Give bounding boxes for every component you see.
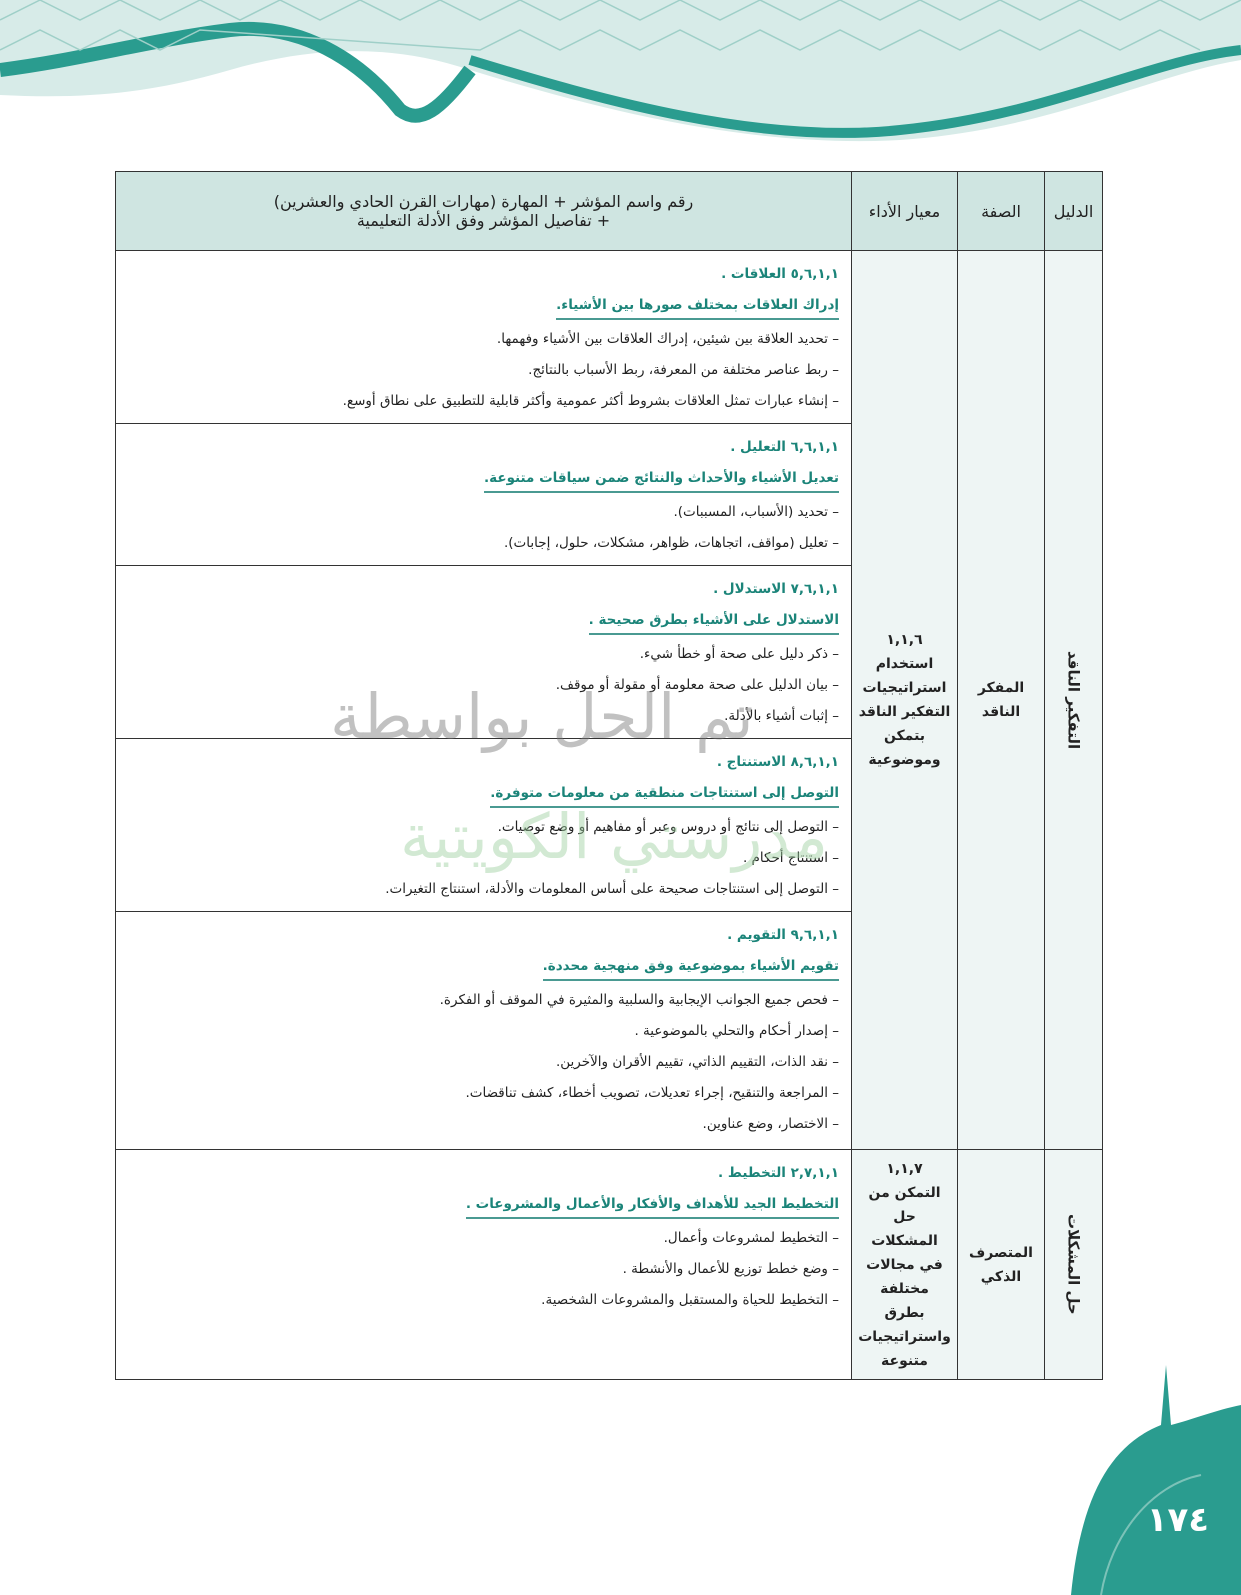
detail-item: – بيان الدليل على صحة معلومة أو مقولة أو… <box>555 677 839 693</box>
indicator-code: ٦,٦,١,١ التعليل . <box>730 439 839 455</box>
table-row: ٨,٦,١,١ الاستنتاج . التوصل إلى استنتاجات … <box>115 738 1103 912</box>
table-row: التفكير الناقد المفكر الناقد ١,١,٦ استخدا… <box>115 250 1103 1150</box>
indicator-code: ٩,٦,١,١ التقويم . <box>727 927 839 943</box>
detail-item: – تعليل (مواقف، اتجاهات، ظواهر، مشكلات، … <box>503 535 839 551</box>
guide-label: حل المشكلات <box>1064 1214 1083 1315</box>
skill-title: الاستدلال على الأشياء بطرق صحيحة . <box>588 607 839 635</box>
attribute-cell: المفكر الناقد <box>957 250 1045 1150</box>
section-cell: ٢,٧,١,١ التخطيط . التخطيط الجيد للأهداف و… <box>115 1149 852 1380</box>
skill-title: تقويم الأشياء بموضوعية وفق منهجية محددة. <box>542 953 839 981</box>
guide-cell: حل المشكلات <box>1044 1149 1103 1380</box>
standard-cell: ١,١,٧ التمكن من حل المشكلات في مجالات مخت… <box>851 1149 958 1380</box>
detail-item: – فحص جميع الجوانب الإيجابية والسلبية وا… <box>439 992 839 1008</box>
detail-item: – التوصل إلى نتائج أو دروس وعبر أو مفاهي… <box>497 819 839 835</box>
header-details: رقم واسم المؤشر + المهارة (مهارات القرن … <box>115 171 852 251</box>
standard-text: التمكن من حل المشكلات في مجالات مختلفة ب… <box>858 1184 951 1369</box>
attribute-cell: المتصرف الذكي <box>957 1149 1045 1380</box>
detail-item: – الاختصار، وضع عناوين. <box>702 1116 839 1132</box>
indicator-code: ٨,٦,١,١ الاستنتاج . <box>716 754 839 770</box>
detail-item: – إثبات أشياء بالأدلة. <box>724 708 839 724</box>
indicator-code: ٢,٧,١,١ التخطيط . <box>718 1165 839 1181</box>
detail-item: – تحديد (الأسباب، المسببات). <box>673 504 839 520</box>
detail-item: – ذكر دليل على صحة أو خطأ شيء. <box>639 646 839 662</box>
standard-code: ١,١,٧ <box>886 1160 923 1177</box>
detail-item: – إنشاء عبارات تمثل العلاقات بشروط أكثر … <box>342 393 839 409</box>
header-standard: معيار الأداء <box>851 171 958 251</box>
indicators-table: الدليل الصفة معيار الأداء رقم واسم المؤش… <box>115 171 1103 1380</box>
indicator-code: ٧,٦,١,١ الاستدلال . <box>713 581 839 597</box>
detail-item: – إصدار أحكام والتحلي بالموضوعية . <box>634 1023 839 1039</box>
detail-item: – نقد الذات، التقييم الذاتي، تقييم الأقر… <box>555 1054 839 1070</box>
detail-item: – المراجعة والتنقيح، إجراء تعديلات، تصوي… <box>465 1085 839 1101</box>
header-attribute: الصفة <box>957 171 1045 251</box>
table-header-row: الدليل الصفة معيار الأداء رقم واسم المؤش… <box>115 171 1103 251</box>
guide-cell: التفكير الناقد <box>1044 250 1103 1150</box>
section-cell: ٧,٦,١,١ الاستدلال . الاستدلال على الأشياء… <box>115 565 852 739</box>
section-cell: ٩,٦,١,١ التقويم . تقويم الأشياء بموضوعية … <box>115 911 852 1150</box>
standard-text: استخدام استراتيجيات التفكير الناقد بتمكن… <box>858 656 951 768</box>
decorative-dome <box>1071 1365 1241 1595</box>
standard-code: ١,١,٦ <box>886 632 923 648</box>
table-row: حل المشكلات المتصرف الذكي ١,١,٧ التمكن من… <box>115 1149 1103 1380</box>
skill-title: تعديل الأشياء والأحداث والنتائج ضمن سياق… <box>484 465 839 493</box>
table-row: ٦,٦,١,١ التعليل . تعديل الأشياء والأحداث … <box>115 423 1103 566</box>
section-cell: ٥,٦,١,١ العلاقات . إدراك العلاقات بمختلف … <box>115 250 852 424</box>
skill-title: التخطيط الجيد للأهداف والأفكار والأعمال … <box>465 1191 839 1219</box>
detail-item: – استنتاج أحكام . <box>742 850 839 866</box>
detail-item: – وضع خطط توزيع للأعمال والأنشطة . <box>622 1261 839 1277</box>
section-cell: ٨,٦,١,١ الاستنتاج . التوصل إلى استنتاجات … <box>115 738 852 912</box>
header-details-line2: + تفاصيل المؤشر وفق الأدلة التعليمية <box>356 211 611 230</box>
detail-item: – تحديد العلاقة بين شيئين، إدراك العلاقا… <box>496 331 839 347</box>
detail-item: – ربط عناصر مختلفة من المعرفة، ربط الأسب… <box>528 362 839 378</box>
standard-cell: ١,١,٦ استخدام استراتيجيات التفكير الناقد … <box>851 250 958 1150</box>
section-cell: ٦,٦,١,١ التعليل . تعديل الأشياء والأحداث … <box>115 423 852 566</box>
skill-title: إدراك العلاقات بمختلف صورها بين الأشياء. <box>556 292 839 320</box>
indicator-code: ٥,٦,١,١ العلاقات . <box>721 266 839 282</box>
skill-title: التوصل إلى استنتاجات منطقية من معلومات م… <box>490 780 839 808</box>
detail-item: – التخطيط للحياة والمستقبل والمشروعات ال… <box>541 1292 839 1308</box>
page-number: ١٧٤ <box>1146 1500 1209 1540</box>
header-details-line1: رقم واسم المؤشر + المهارة (مهارات القرن … <box>273 192 694 211</box>
header-guide: الدليل <box>1044 171 1103 251</box>
guide-label: التفكير الناقد <box>1064 650 1083 750</box>
decorative-top-band <box>0 0 1241 142</box>
table-row: ٩,٦,١,١ التقويم . تقويم الأشياء بموضوعية … <box>115 911 1103 1150</box>
detail-item: – التخطيط لمشروعات وأعمال. <box>663 1230 839 1246</box>
detail-item: – التوصل إلى استنتاجات صحيحة على أساس ال… <box>385 881 839 897</box>
